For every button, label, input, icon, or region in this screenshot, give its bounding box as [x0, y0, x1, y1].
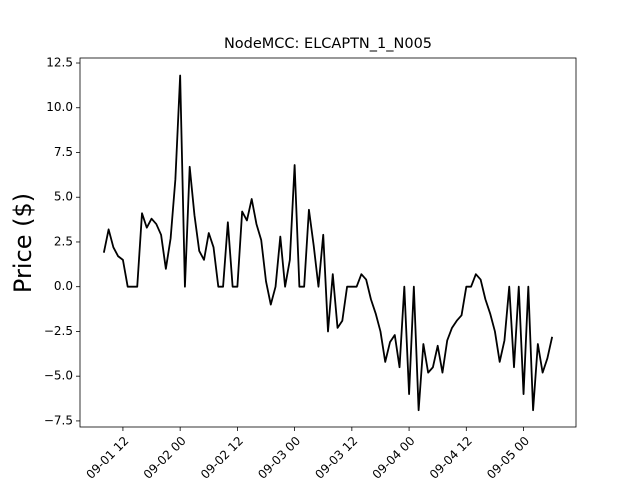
y-tick-label: 2.5 — [54, 234, 73, 248]
y-tick-label: 7.5 — [54, 145, 73, 159]
y-tick-label: 0.0 — [54, 279, 73, 293]
chart-title: NodeMCC: ELCAPTN_1_N005 — [224, 36, 432, 52]
y-tick-label: −2.5 — [44, 324, 73, 338]
y-axis-label: Price ($) — [9, 193, 37, 293]
y-tick-label: 12.5 — [46, 56, 73, 70]
plot-frame — [79, 57, 577, 428]
y-tick-label: −7.5 — [44, 413, 73, 427]
price-line — [102, 74, 554, 412]
y-tick-label: −5.0 — [44, 369, 73, 383]
y-tick-label: 5.0 — [54, 190, 73, 204]
y-tick-label: 10.0 — [46, 100, 73, 114]
